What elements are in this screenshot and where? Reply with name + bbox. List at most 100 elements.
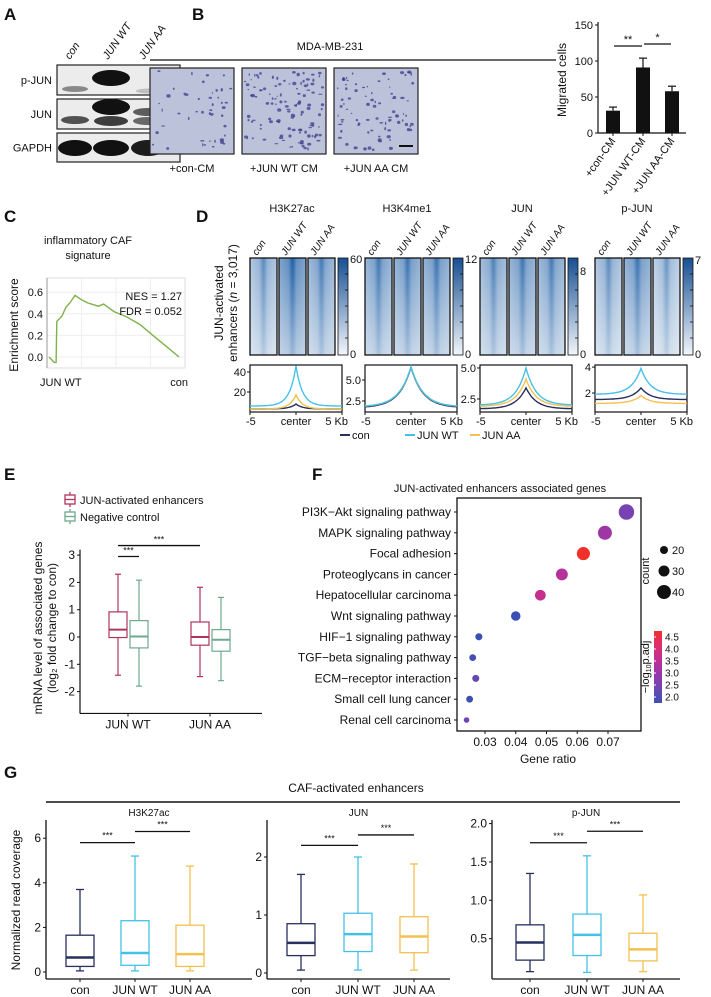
boxplot-h3k27ac: H3K27ac 0 2 4 6 con JUN WT JUN AA *** *** (34, 808, 252, 997)
y-tick-label: 1 (68, 603, 75, 617)
y-tick-label: -1 (64, 657, 75, 671)
migrated-cell (286, 108, 291, 111)
colorbar-label: 3.0 (665, 669, 679, 680)
migrated-cell (306, 89, 311, 91)
box (343, 856, 373, 971)
migrated-cell (353, 146, 358, 150)
migrated-cell (306, 106, 311, 110)
y-tick-label: 2 (255, 850, 262, 864)
migrated-cell (307, 134, 311, 138)
y-tick-label: 0.6 (28, 287, 43, 299)
migrated-cell (337, 114, 339, 118)
mrna-boxplot: JUN-activated enhancers Negative control -… (31, 492, 262, 731)
migrated-cell (247, 88, 250, 91)
migrated-cell (318, 74, 321, 77)
box (108, 573, 128, 676)
migrated-cell (259, 89, 262, 92)
migrated-cell (399, 71, 405, 75)
colorbar (452, 257, 464, 356)
migrated-cell (370, 129, 374, 132)
migrated-cell (292, 81, 297, 86)
column-label: JUN AA (308, 222, 338, 258)
y-tick-label: 0 (255, 966, 262, 980)
box (628, 894, 658, 973)
y-tick-label: 4 (34, 876, 41, 890)
migrated-cell (209, 109, 213, 111)
migrated-cell (298, 131, 301, 134)
colorbar-max-label: 60 (350, 254, 362, 266)
migrated-cell (151, 143, 155, 146)
box (572, 855, 602, 974)
colorbar-label: 2.0 (665, 693, 679, 704)
migrated-cell (205, 74, 210, 77)
migrated-cell (255, 74, 259, 77)
migrated-cell (366, 85, 368, 88)
migrated-cell (289, 146, 292, 148)
colorbar-min-label: 0 (465, 349, 471, 361)
column-label: con (250, 238, 269, 258)
migrated-cell (211, 103, 214, 107)
term-dot (463, 717, 470, 723)
heatmap-column-frame (249, 257, 278, 356)
migrated-cell (337, 87, 339, 90)
migrated-cell (318, 133, 322, 137)
migrated-cell (409, 125, 412, 128)
x-tick-label: con (520, 983, 539, 997)
significance-label: *** (157, 820, 168, 830)
migrated-cell (350, 112, 353, 114)
box-iqr (108, 611, 128, 639)
legend-label: Negative control (80, 512, 160, 524)
significance-label: *** (610, 819, 621, 829)
migrated-cell (338, 123, 343, 126)
migrated-cell (371, 92, 373, 95)
x-tick-label: 0.04 (504, 735, 528, 749)
migrated-cell (297, 92, 301, 95)
migrated-cell (161, 125, 166, 127)
migrated-cell (307, 142, 312, 146)
kegg-dot-plot: JUN-activated enhancers associated genes… (298, 483, 684, 766)
y-axis-label: Normalized read coverage (9, 829, 23, 970)
plot-title: signature (65, 250, 110, 262)
x-start-label: JUN WT (40, 377, 82, 389)
box-iqr (175, 924, 205, 968)
x-end-label: con (170, 377, 188, 389)
migrated-cell (359, 122, 361, 126)
lane-label: JUN AA (136, 23, 169, 62)
migrated-cell (288, 134, 292, 138)
migrated-cell (250, 94, 254, 97)
box-iqr (399, 916, 429, 954)
x-axis-label: Gene ratio (520, 752, 576, 766)
term-dot (535, 589, 546, 601)
y-tick-label: 0.2 (28, 330, 43, 342)
y-tick-label: 0 (34, 965, 41, 979)
migrated-cell (292, 71, 296, 74)
profile-line-jun-aa (480, 377, 572, 407)
migrated-cell (312, 78, 315, 83)
profile-h3k4me1: 2.5 5.0 -5 center 5 Kb (346, 364, 463, 428)
y-axis-label: Enrichment score (7, 278, 21, 372)
bar (606, 110, 620, 133)
term-label: Focal adhesion (370, 547, 451, 561)
migrated-cell (366, 102, 370, 106)
migrated-cell (276, 76, 279, 81)
term-label: Renal cell carcinoma (340, 713, 452, 727)
colorbar-label: 2.5 (665, 681, 679, 692)
figure-title: CAF-activated enhancers (288, 781, 423, 795)
migrated-cell (339, 105, 343, 108)
box (515, 872, 545, 973)
panel-label: A (4, 5, 16, 24)
migrated-cell (229, 87, 233, 90)
profile-line-jun-aa (250, 393, 342, 410)
image-label: +JUN AA CM (344, 163, 409, 175)
boxplot-jun: JUN 0 1 2 con JUN WT JUN AA *** *** (255, 808, 450, 997)
migrated-cell (224, 134, 226, 137)
migrated-cell (400, 96, 405, 100)
profile-line-jun-aa (595, 394, 687, 405)
migrated-cell (211, 92, 213, 94)
migrated-cell (298, 141, 300, 144)
colorbar (682, 257, 694, 356)
profile-line-con (479, 386, 573, 410)
box-iqr (343, 912, 373, 953)
migrated-cell (354, 89, 358, 93)
